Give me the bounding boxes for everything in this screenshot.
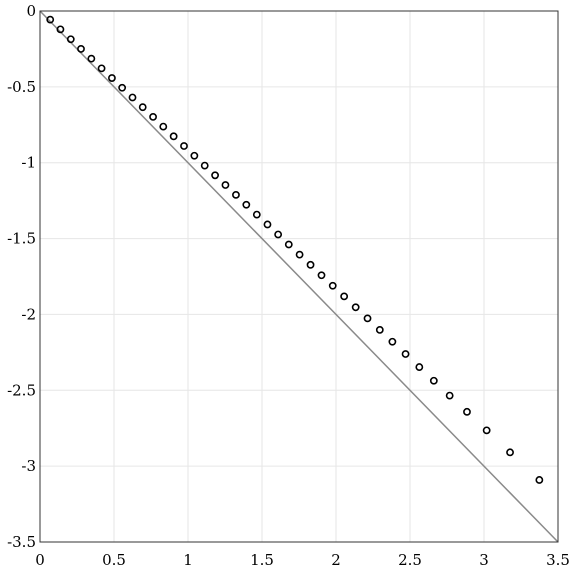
data-point: [445, 391, 454, 400]
data-point: [149, 112, 157, 121]
data-point: [118, 83, 127, 92]
data-point: [263, 220, 272, 229]
data-point: [169, 132, 178, 141]
data-point: [138, 103, 147, 112]
data-point: [375, 326, 384, 334]
x-tick-label: 1.5: [250, 551, 274, 569]
y-tick-label: -1: [21, 154, 36, 172]
y-tick-labels: 0 -0.5 -1 -1.5 -2 -2.5 -3 -3.5: [7, 2, 36, 551]
data-point: [87, 54, 96, 63]
data-point: [535, 476, 544, 484]
data-point: [306, 260, 315, 269]
data-point: [284, 240, 293, 249]
data-point: [200, 161, 209, 170]
data-markers: [46, 15, 544, 484]
data-point: [351, 303, 360, 312]
x-tick-label: 1: [183, 551, 193, 569]
x-tick-labels: 0 0.5 1 1.5 2 2.5 3 3.5: [35, 551, 570, 569]
grid-lines: [39, 10, 559, 543]
data-point: [328, 281, 337, 290]
data-point: [46, 15, 55, 24]
x-tick-label: 2.5: [398, 551, 422, 569]
axes-frame: [39, 10, 559, 543]
data-point: [252, 210, 261, 219]
data-point: [190, 151, 199, 160]
data-point: [77, 45, 85, 53]
data-point: [482, 426, 491, 435]
reference-line-group: [39, 10, 559, 543]
data-point: [128, 93, 137, 102]
data-point: [415, 363, 424, 371]
y-tick-label: -2: [21, 305, 36, 323]
data-point: [274, 230, 283, 239]
data-point: [97, 64, 106, 73]
y-tick-label: -0.5: [7, 78, 36, 96]
data-point: [340, 292, 349, 301]
y-tick-label: -1.5: [7, 230, 36, 248]
data-point: [506, 448, 514, 457]
reference-line: [39, 10, 559, 543]
data-point: [388, 337, 397, 346]
y-tick-label: 0: [26, 2, 36, 20]
data-point: [401, 350, 410, 358]
data-point: [242, 200, 251, 209]
data-point: [429, 376, 438, 385]
data-point: [56, 25, 65, 34]
y-tick-label: -3.5: [7, 533, 36, 551]
data-point: [295, 250, 304, 259]
data-point: [363, 314, 372, 323]
data-point: [159, 122, 168, 131]
y-tick-label: -2.5: [7, 381, 36, 399]
x-tick-label: 3.5: [546, 551, 570, 569]
y-tick-label: -3: [21, 457, 36, 475]
x-tick-label: 0.5: [102, 551, 126, 569]
data-point: [221, 181, 230, 189]
x-tick-label: 3: [479, 551, 489, 569]
x-tick-label: 0: [35, 551, 45, 569]
data-point: [232, 190, 240, 199]
data-point: [180, 142, 188, 150]
x-tick-label: 2: [331, 551, 341, 569]
data-point: [211, 171, 219, 180]
data-point: [108, 74, 116, 82]
data-point: [66, 35, 75, 44]
data-point: [463, 407, 471, 416]
data-point: [317, 271, 326, 280]
